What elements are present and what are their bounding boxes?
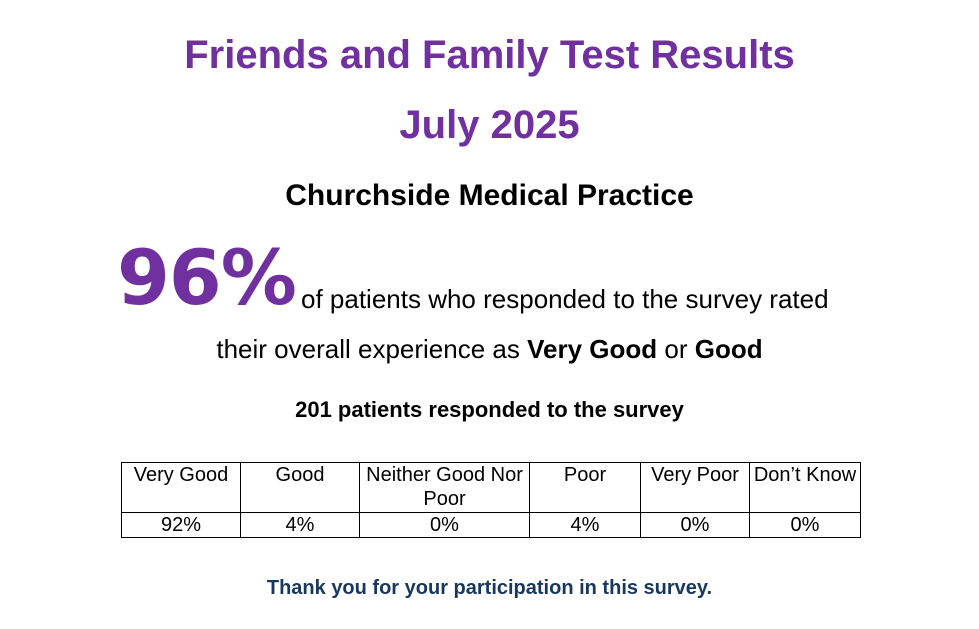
value-very-poor: 0% [640,512,750,538]
results-value-row: 92% 4% 0% 4% 0% 0% [121,512,861,538]
header-very-poor: Very Poor [640,462,750,513]
highlight-good: Good [694,334,763,364]
header-poor: Poor [529,462,641,513]
highlight-very-good: Very Good [527,334,658,364]
summary-conjunction: or [664,334,688,364]
value-poor: 4% [529,512,641,538]
summary-prefix: their overall experience as [216,334,520,364]
header-dont-know: Don’t Know [749,462,861,513]
thank-you-message: Thank you for your participation in this… [266,577,713,599]
results-table: Very Good Good Neither Good Nor Poor Poo… [121,462,861,538]
respondent-count: 201 patients responded to the survey [295,397,684,422]
header-neither: Neither Good Nor Poor [359,462,530,513]
header-very-good: Very Good [121,462,241,513]
summary-text-line2: their overall experience as Very Good or… [0,336,979,362]
satisfaction-percentage: 96% [117,233,297,322]
practice-name: Churchside Medical Practice [285,179,694,212]
header-good: Good [240,462,360,513]
value-good: 4% [240,512,360,538]
value-dont-know: 0% [749,512,861,538]
summary-text-line1: of patients who responded to the survey … [301,284,829,314]
results-header-row: Very Good Good Neither Good Nor Poor Poo… [121,462,861,513]
value-very-good: 92% [121,512,241,538]
value-neither: 0% [359,512,530,538]
report-period: July 2025 [399,103,580,147]
page-title: Friends and Family Test Results [184,33,795,77]
